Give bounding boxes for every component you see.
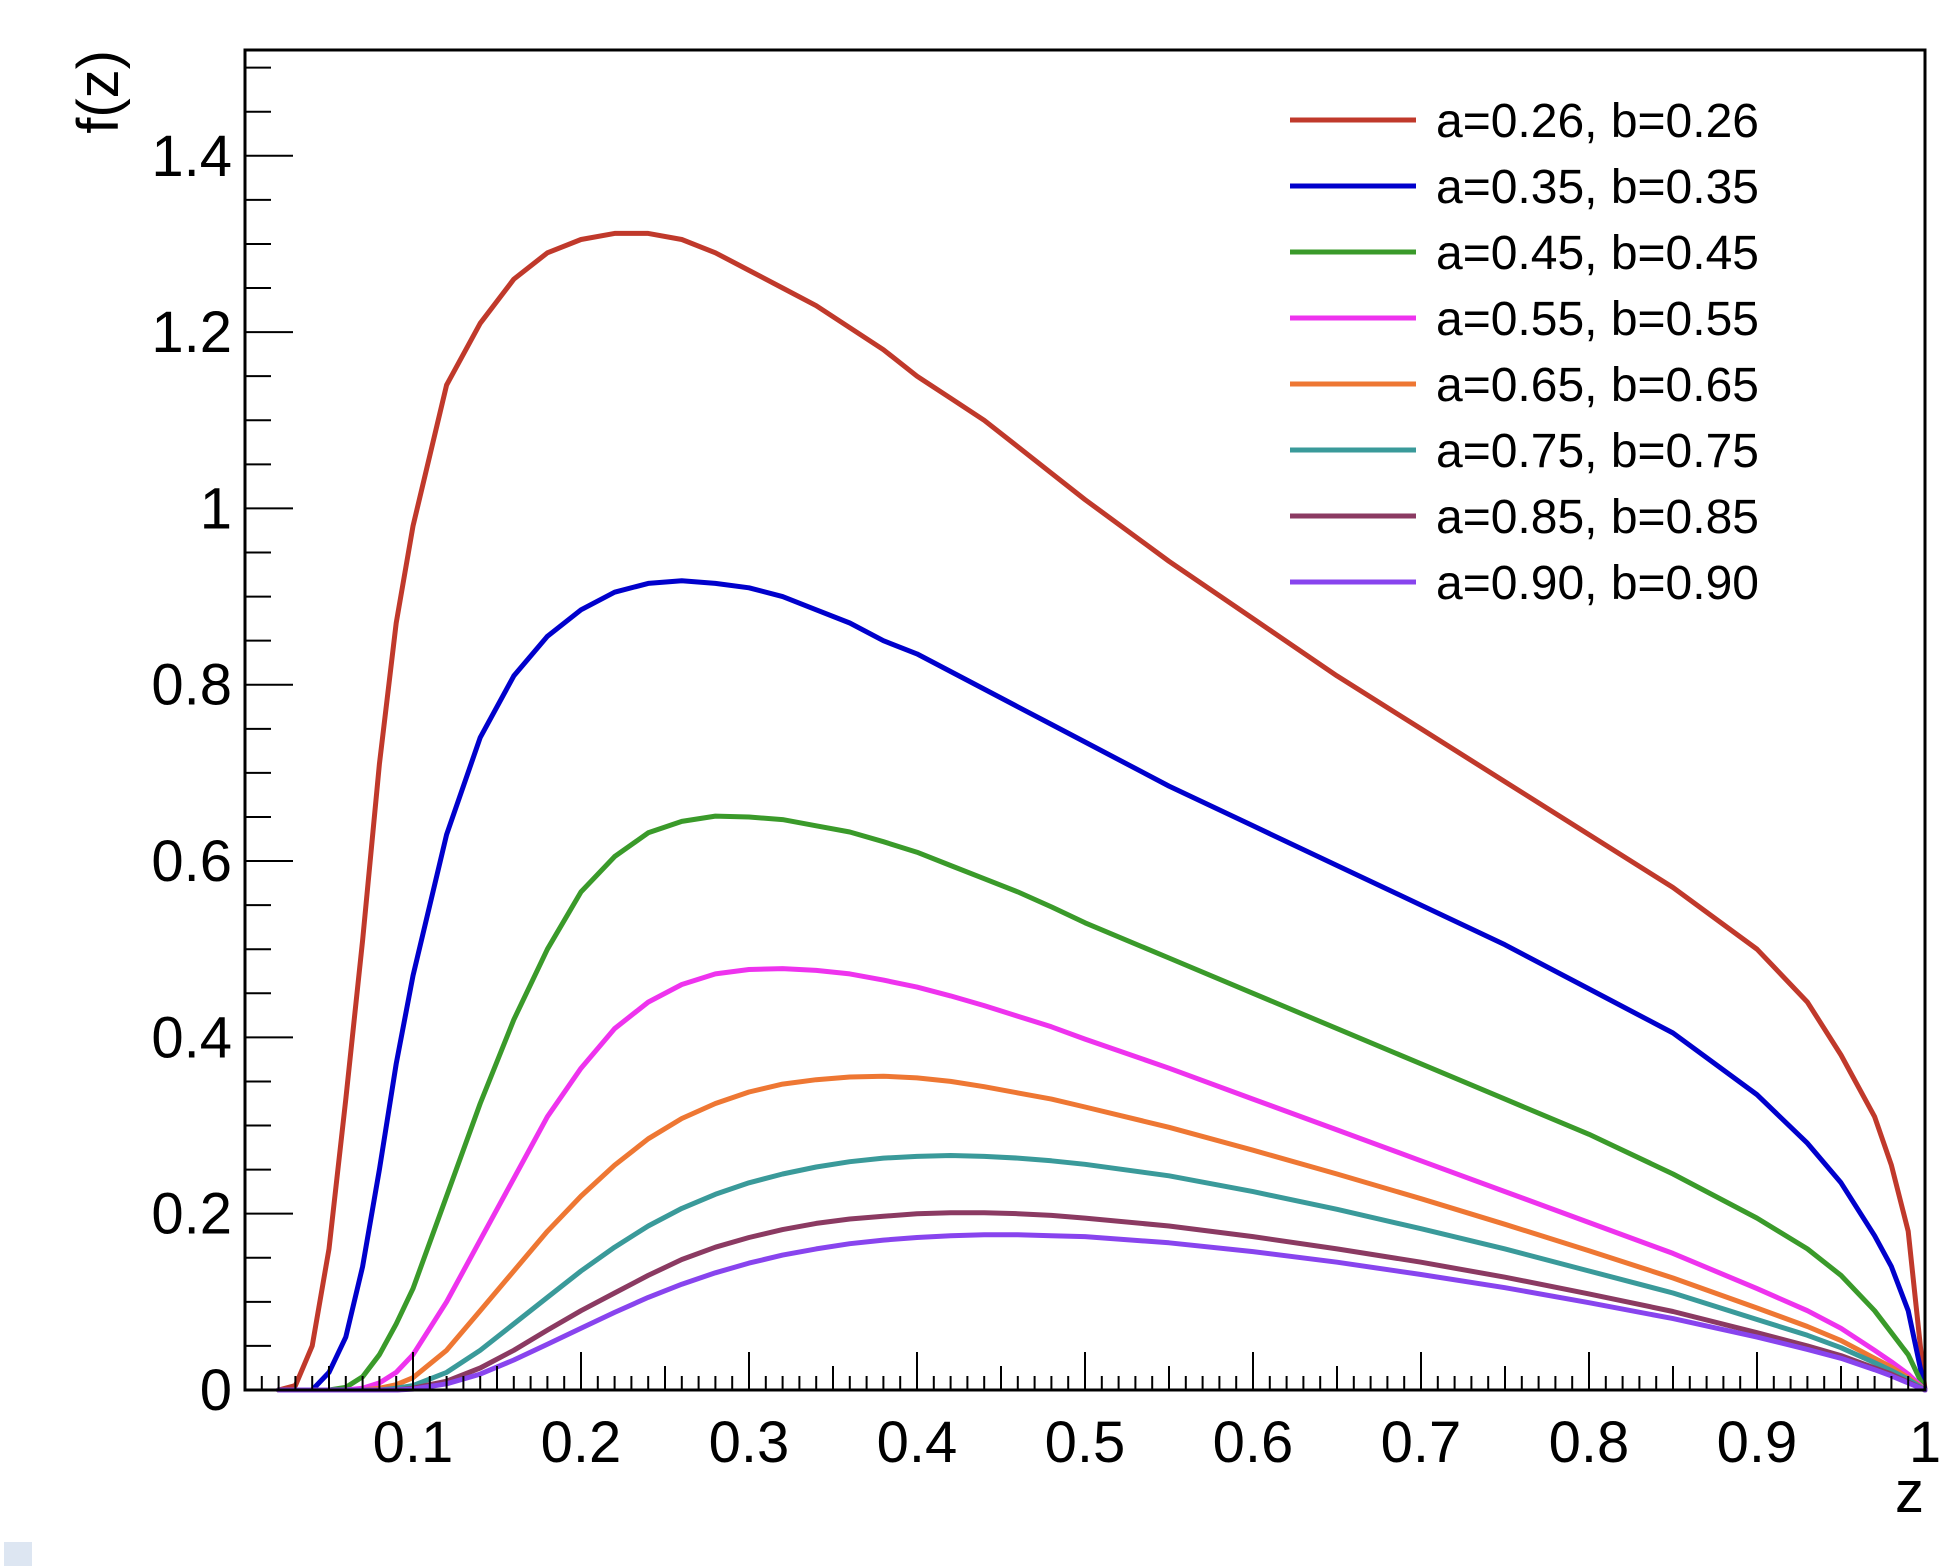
series-line-4 [276,966,1928,1393]
y-tick-label: 0.4 [151,1005,232,1070]
y-tick-label: 0.2 [151,1182,232,1247]
x-tick-label: 1 [1909,1410,1941,1475]
legend-label-1: a=0.26, b=0.26 [1436,95,1759,148]
x-tick-label: 0.4 [877,1410,958,1475]
y-tick-label: 1.2 [151,300,232,365]
x-tick-labels: 0.1 0.2 0.3 0.4 0.5 0.6 0.7 0.8 0.9 1 [373,1410,1941,1475]
x-tick-label: 0.5 [1045,1410,1126,1475]
series-line-3 [276,813,1928,1393]
axis-ticks [245,66,1926,1390]
legend: a=0.26, b=0.26 a=0.35, b=0.35 a=0.45, b=0.… [1290,95,1759,610]
series-line-2 [276,578,1928,1393]
legend-label-4: a=0.55, b=0.55 [1436,293,1759,346]
legend-label-8: a=0.90, b=0.90 [1436,557,1759,610]
x-axis-title: z [1895,1460,1924,1525]
legend-label-6: a=0.75, b=0.75 [1436,425,1759,478]
legend-label-2: a=0.35, b=0.35 [1436,161,1759,214]
x-tick-label: 0.9 [1717,1410,1798,1475]
y-tick-labels: 0 0.2 0.4 0.6 0.8 1 1.2 1.4 [151,124,232,1423]
x-tick-label: 0.6 [1213,1410,1294,1475]
y-tick-label: 1.4 [151,124,232,189]
y-tick-label: 0 [200,1358,232,1423]
y-tick-label: 1 [200,476,232,541]
legend-label-5: a=0.65, b=0.65 [1436,359,1759,412]
y-tick-label: 0.8 [151,653,232,718]
y-axis-title: f(z) [66,50,131,134]
y-tick-label: 0.6 [151,829,232,894]
corner-mark [4,1542,32,1566]
x-tick-label: 0.7 [1381,1410,1462,1475]
x-tick-label: 0.1 [373,1410,454,1475]
x-tick-label: 0.3 [709,1410,790,1475]
x-tick-label: 0.2 [541,1410,622,1475]
x-tick-label: 0.8 [1549,1410,1630,1475]
series-line-1 [276,230,1928,1393]
legend-label-3: a=0.45, b=0.45 [1436,227,1759,280]
legend-label-7: a=0.85, b=0.85 [1436,491,1759,544]
